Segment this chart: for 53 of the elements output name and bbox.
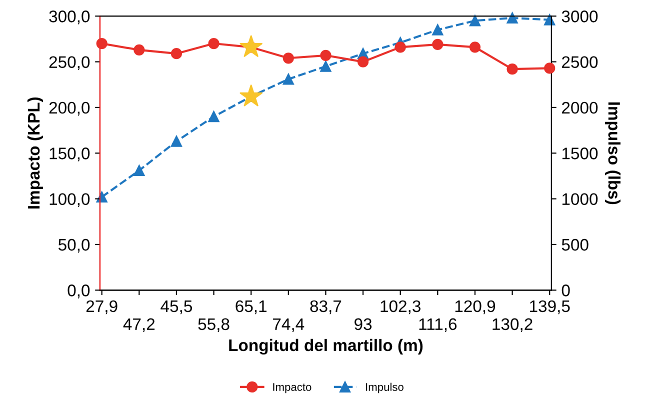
point [357,56,369,68]
x-tick-label: 27,9 [86,300,118,314]
y2-tick-label: 2500 [562,56,598,68]
y-tick-label: 150,0 [50,148,90,162]
x-tick-label: 102,3 [380,300,420,314]
point [170,136,182,147]
y-tick-label: 300,0 [49,10,90,24]
y-tick-label: 0,0 [68,284,90,298]
x-tick-label: 139,5 [530,300,570,314]
y-axis-title: Impacto (KPL) [27,97,43,209]
point [544,14,556,26]
x-tick-label: 47,2 [123,318,155,332]
point [320,60,332,72]
x-tick-label: 74,4 [273,318,304,332]
legend-label: Impacto [273,383,312,394]
point [432,38,444,50]
y-tick-label: 250,0 [49,56,90,70]
point [506,12,518,24]
point [208,111,220,122]
point [170,48,182,60]
point [208,38,220,50]
point [134,164,145,176]
y2-tick-label: 0 [562,284,570,296]
point [469,42,481,53]
y2-axis-title: Impulso (lbs) [604,102,620,204]
y2-tick-label: 1000 [562,193,598,206]
x-tick-label: 55,8 [198,318,230,332]
x-tick-label: 65,1 [236,300,267,314]
point [394,42,406,53]
point [469,15,481,26]
x-tick-label: 130,2 [492,318,532,332]
point [544,62,556,74]
x-axis-title: Longitud del martillo (m) [229,338,423,355]
x-tick-label: 120,9 [455,300,496,314]
point [134,44,145,56]
x-tick-label: 111,6 [419,318,457,332]
y2-tick-label: 500 [562,238,588,251]
y-tick-label: 100,0 [50,193,90,207]
legend-label: Impulso [366,382,404,394]
y2-tick-label: 1500 [562,148,598,160]
point [96,38,108,50]
x-tick-label: 45,5 [160,300,192,314]
point [282,52,294,64]
point [432,24,444,36]
x-tick-label: 83,7 [310,300,342,314]
y2-tick-label: 2000 [562,102,598,114]
y-tick-label: 200,0 [49,102,90,116]
y2-tick-label: 3000 [562,10,598,22]
x-tick-label: 93 [354,318,372,330]
point [506,64,518,75]
y-tick-label: 50,0 [58,238,90,253]
point [282,74,294,85]
point [320,50,332,61]
